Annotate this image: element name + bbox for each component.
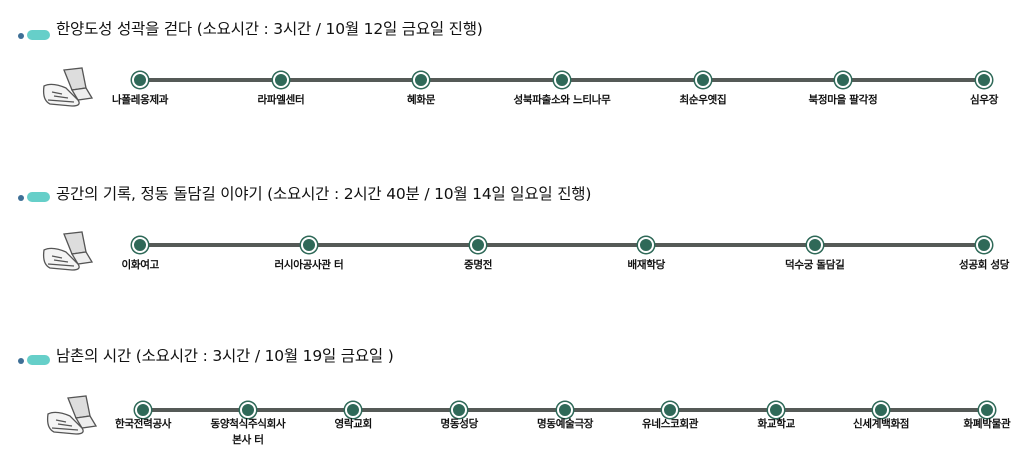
stop-label: 배재학당 (627, 259, 666, 271)
stop-label: 동양척식주식회사 본사 터 (210, 418, 286, 446)
route-title: 남촌의 시간 (소요시간 : 3시간 / 10월 19일 금요일 ) (56, 347, 394, 365)
route-bullet-icon (18, 192, 52, 204)
stop-label: 북정마을 팔각정 (808, 94, 878, 106)
route-bullet-icon (18, 355, 52, 367)
stop-label: 나폴레옹제과 (112, 94, 169, 106)
stop-label: 명동예술극장 (537, 418, 594, 430)
stop-label: 성공회 성당 (959, 259, 1010, 271)
stop-label: 신세계백화점 (853, 418, 910, 430)
stop-marker (662, 402, 678, 418)
stop-marker (807, 237, 823, 253)
stop-marker (470, 237, 486, 253)
stop-label: 화폐박물관 (963, 418, 1011, 430)
walking-shoe-icon (42, 67, 94, 107)
stop-marker (554, 72, 570, 88)
stop-marker (413, 72, 429, 88)
stop-marker (135, 402, 151, 418)
stop-label: 명동성당 (440, 418, 479, 430)
stop-label: 영락교회 (334, 418, 373, 430)
stop-marker (451, 402, 467, 418)
stop-label: 러시아공사관 터 (274, 259, 344, 271)
stop-label: 최순우옛집 (679, 94, 727, 106)
walking-shoe-icon (46, 395, 98, 435)
stop-label: 유네스코회관 (642, 418, 699, 430)
stop-marker (301, 237, 317, 253)
stop-marker (768, 402, 784, 418)
stop-marker (873, 402, 889, 418)
stop-marker (273, 72, 289, 88)
route-bullet-icon (18, 30, 52, 42)
stop-marker (132, 237, 148, 253)
stop-label: 화교학교 (757, 418, 796, 430)
stop-marker (976, 72, 992, 88)
stop-label: 중명전 (464, 259, 493, 271)
stop-label: 라파엘센터 (257, 94, 305, 106)
stop-marker (557, 402, 573, 418)
stop-label: 혜화문 (407, 94, 436, 106)
stop-label: 이화여고 (121, 259, 160, 271)
stop-marker (835, 72, 851, 88)
stop-marker (132, 72, 148, 88)
stop-label: 한국전력공사 (115, 418, 172, 430)
stop-marker (638, 237, 654, 253)
stop-label: 심우장 (970, 94, 999, 106)
stop-marker (695, 72, 711, 88)
stop-label: 성북파출소와 느티나무 (513, 94, 611, 106)
stop-marker (240, 402, 256, 418)
stop-marker (345, 402, 361, 418)
walking-shoe-icon (42, 231, 94, 271)
route-track (140, 243, 984, 247)
route-title: 한양도성 성곽을 걷다 (소요시간 : 3시간 / 10월 12일 금요일 진행… (56, 20, 483, 38)
stop-marker (979, 402, 995, 418)
stop-label: 덕수궁 돌담길 (785, 259, 845, 271)
stop-marker (976, 237, 992, 253)
route-title: 공간의 기록, 정동 돌담길 이야기 (소요시간 : 2시간 40분 / 10월… (56, 185, 592, 203)
